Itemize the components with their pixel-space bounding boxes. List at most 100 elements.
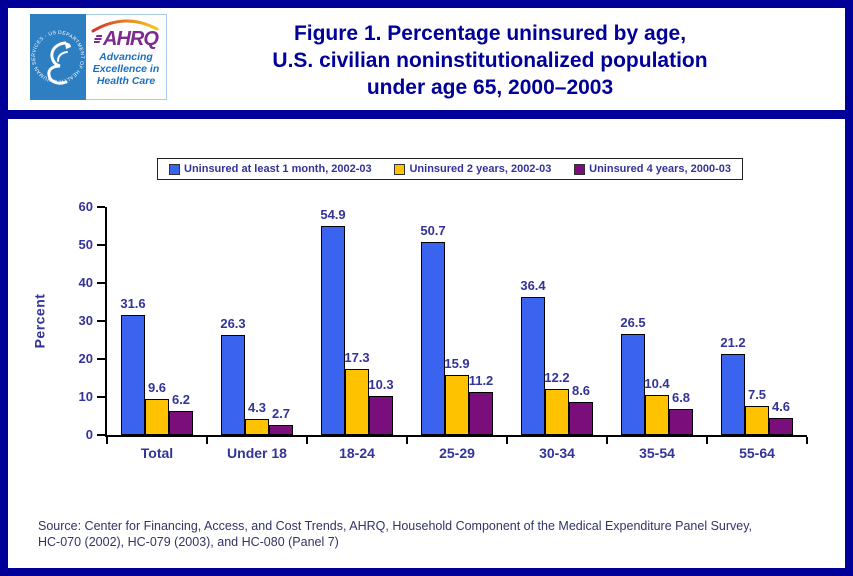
y-axis-tick [97,244,105,246]
bar [621,334,645,435]
bar-value-label: 6.2 [171,392,191,407]
category-label: 18-24 [339,445,375,461]
bar-value-label: 54.9 [320,207,346,222]
category-label: 35-54 [639,445,675,461]
x-axis-tick [206,437,208,444]
bar [169,411,193,435]
bar [121,315,145,435]
bar-value-label: 15.9 [444,356,470,371]
legend-label: Uninsured 2 years, 2002-03 [409,163,552,175]
bar [421,242,445,435]
x-axis-tick [406,437,408,444]
bar-value-label: 26.5 [620,315,646,330]
legend-label: Uninsured at least 1 month, 2002-03 [184,163,372,175]
y-axis-tick [97,206,105,208]
ahrq-tagline-line: Advancing [99,51,153,63]
category-label: 30-34 [539,445,575,461]
x-axis-tick [106,437,108,444]
hhs-eagle-icon: DEPARTMENT OF HEALTH & HUMAN SERVICES · … [30,14,85,85]
bar [221,335,245,435]
legend-item: Uninsured 2 years, 2002-03 [394,163,551,175]
bar [469,392,493,435]
bar-value-label: 11.2 [468,373,494,388]
legend-box: Uninsured at least 1 month, 2002-03 Unins… [157,158,743,180]
legend-item: Uninsured 4 years, 2000-03 [574,163,731,175]
bar [245,419,269,435]
y-axis-tick [97,396,105,398]
bar [369,396,393,435]
bar [669,409,693,435]
y-axis-tick [97,282,105,284]
x-axis-tick [706,437,708,444]
bar [769,418,793,435]
source-note-line: Source: Center for Financing, Access, an… [38,519,753,533]
legend-swatch-icon [394,163,406,175]
category-label: 55-64 [739,445,775,461]
bar-value-label: 50.7 [420,223,446,238]
y-axis-title: Percent [28,207,50,435]
bar-value-label: 36.4 [520,278,546,293]
bar-value-label: 8.6 [571,383,591,398]
bar [145,399,169,435]
y-axis-tick-label: 20 [78,351,93,366]
bar [521,297,545,435]
bar [321,226,345,435]
x-axis-tick [506,437,508,444]
x-axis-tick [606,437,608,444]
figure-title: Figure 1. Percentage uninsured by age, U… [182,20,798,101]
source-note: Source: Center for Financing, Access, an… [38,518,833,550]
bar [721,354,745,435]
bar [745,406,769,435]
bar-value-label: 4.6 [771,399,791,414]
y-axis-tick-label: 60 [78,199,93,214]
y-axis-title-text: Percent [31,293,48,349]
y-axis-tick [97,434,105,436]
figure-title-line: under age 65, 2000–2003 [366,76,614,99]
bar-value-label: 10.3 [368,377,394,392]
bar [345,369,369,435]
category-label: 25-29 [439,445,475,461]
y-axis-tick-label: 10 [78,389,93,404]
bar [269,425,293,435]
bar-value-label: 12.2 [544,370,570,385]
ahrq-tagline: Advancing Excellence in Health Care [93,51,160,87]
bar [545,389,569,435]
bar [645,395,669,435]
bar-value-label: 9.6 [147,380,167,395]
category-label: Total [140,445,174,461]
y-axis-tick-label: 50 [78,237,93,252]
x-axis-tick [806,437,808,444]
ahrq-logo-panel: AHRQ Advancing Excellence in Health Care [86,14,167,100]
bar-value-label: 6.8 [671,390,691,405]
ahrq-wordmark: AHRQ [103,28,159,50]
svg-text:DEPARTMENT OF HEALTH & HUMAN S: DEPARTMENT OF HEALTH & HUMAN SERVICES · … [30,14,85,84]
bar-value-label: 21.2 [720,335,746,350]
y-axis-tick-label: 30 [78,313,93,328]
bar-value-label: 2.7 [271,406,291,421]
legend-label: Uninsured 4 years, 2000-03 [589,163,731,175]
legend-swatch-icon [574,163,586,175]
bar-value-label: 26.3 [220,316,246,331]
source-note-line: HC-070 (2002), HC-079 (2003), and HC-080… [38,535,339,549]
ahrq-arc-icon [91,19,159,33]
bar-value-label: 31.6 [120,296,146,311]
figure-title-line: U.S. civilian noninstitutionalized popul… [272,49,708,72]
bar-value-label: 10.4 [644,376,670,391]
bar [569,402,593,435]
legend-item: Uninsured at least 1 month, 2002-03 [169,163,372,175]
bar-value-label: 4.3 [247,400,267,415]
bar-value-label: 7.5 [747,387,767,402]
category-label: Under 18 [227,445,287,461]
hhs-ahrq-logo: DEPARTMENT OF HEALTH & HUMAN SERVICES · … [30,14,167,100]
hhs-seal: DEPARTMENT OF HEALTH & HUMAN SERVICES · … [30,14,86,100]
bar-value-label: 17.3 [344,350,370,365]
ahrq-speedlines-icon [94,35,103,43]
plot-area: 0 10 20 30 40 50 60 31.6 9.6 6.2 Total 26.3 4.3 2.7 Un… [79,199,808,461]
header-divider [8,110,845,119]
bar [445,375,469,435]
x-axis-tick [306,437,308,444]
ahrq-tagline-line: Health Care [96,75,156,87]
figure-title-line: Figure 1. Percentage uninsured by age, [293,22,687,45]
y-axis-tick [97,358,105,360]
